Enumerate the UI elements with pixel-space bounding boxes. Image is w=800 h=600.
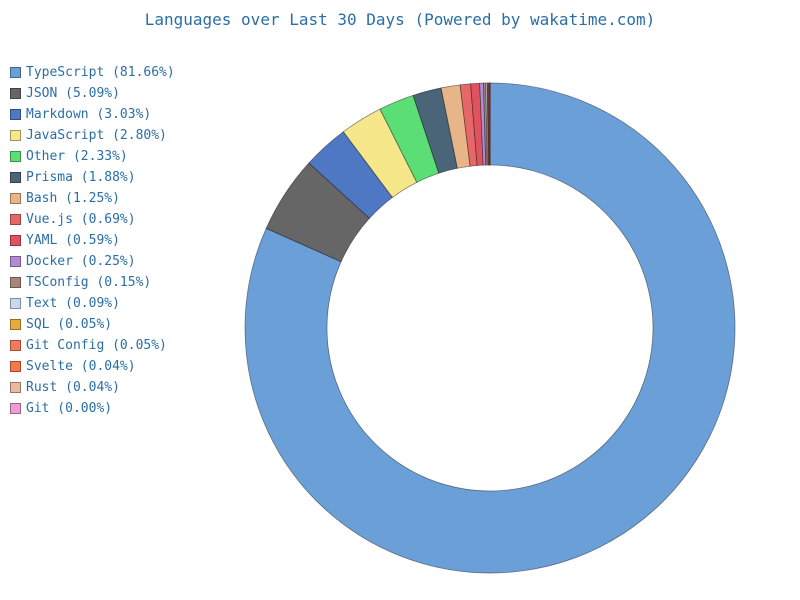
legend-label: Docker (0.25%)	[26, 254, 136, 269]
donut-slice	[485, 82, 489, 166]
legend-label: JavaScript (2.80%)	[26, 128, 167, 143]
legend-swatch	[10, 235, 21, 246]
legend-label: Other (2.33%)	[26, 149, 128, 164]
legend-item: TypeScript (81.66%)	[10, 62, 175, 83]
legend-label: SQL (0.05%)	[26, 317, 113, 332]
donut-slice	[479, 82, 487, 166]
donut-slice	[486, 82, 490, 166]
legend-label: Bash (1.25%)	[26, 191, 120, 206]
legend-item: Git (0.00%)	[10, 398, 175, 419]
donut-slice	[342, 108, 418, 198]
legend-swatch	[10, 256, 21, 267]
chart-title: Languages over Last 30 Days (Powered by …	[144, 10, 656, 29]
donut-slice	[459, 83, 478, 167]
legend-swatch	[10, 172, 21, 183]
legend-swatch	[10, 319, 21, 330]
donut-slice	[489, 82, 492, 166]
legend-item: Text (0.09%)	[10, 293, 175, 314]
legend-item: Svelte (0.04%)	[10, 356, 175, 377]
legend-swatch	[10, 88, 21, 99]
donut-slice	[412, 87, 458, 174]
legend-item: Prisma (1.88%)	[10, 167, 175, 188]
chart-legend: TypeScript (81.66%) JSON (5.09%) Markdown …	[10, 62, 175, 419]
legend-label: Rust (0.04%)	[26, 380, 120, 395]
legend-label: TSConfig (0.15%)	[26, 275, 152, 290]
legend-item: Markdown (3.03%)	[10, 104, 175, 125]
legend-swatch	[10, 214, 21, 225]
legend-item: JavaScript (2.80%)	[10, 125, 175, 146]
legend-swatch	[10, 361, 21, 372]
legend-item: Vue.js (0.69%)	[10, 209, 175, 230]
donut-slice	[470, 82, 484, 166]
legend-item: Docker (0.25%)	[10, 251, 175, 272]
legend-swatch	[10, 193, 21, 204]
legend-label: JSON (5.09%)	[26, 86, 120, 101]
legend-swatch	[10, 109, 21, 120]
legend-swatch	[10, 340, 21, 351]
legend-swatch	[10, 277, 21, 288]
legend-swatch	[10, 130, 21, 141]
legend-item: JSON (5.09%)	[10, 83, 175, 104]
legend-label: Text (0.09%)	[26, 296, 120, 311]
legend-label: TypeScript (81.66%)	[26, 65, 175, 80]
legend-swatch	[10, 403, 21, 414]
legend-swatch	[10, 382, 21, 393]
legend-label: Svelte (0.04%)	[26, 359, 136, 374]
legend-item: Bash (1.25%)	[10, 188, 175, 209]
legend-item: Git Config (0.05%)	[10, 335, 175, 356]
legend-label: Git (0.00%)	[26, 401, 113, 416]
legend-label: YAML (0.59%)	[26, 233, 120, 248]
legend-label: Prisma (1.88%)	[26, 170, 136, 185]
legend-label: Markdown (3.03%)	[26, 107, 152, 122]
legend-swatch	[10, 67, 21, 78]
legend-item: YAML (0.59%)	[10, 230, 175, 251]
legend-swatch	[10, 298, 21, 309]
legend-label: Vue.js (0.69%)	[26, 212, 136, 227]
donut-slice	[244, 82, 736, 574]
donut-slice	[379, 94, 440, 183]
legend-item: TSConfig (0.15%)	[10, 272, 175, 293]
donut-slice	[265, 162, 371, 263]
donut-slice	[488, 82, 490, 166]
legend-item: SQL (0.05%)	[10, 314, 175, 335]
legend-item: Rust (0.04%)	[10, 377, 175, 398]
legend-item: Other (2.33%)	[10, 146, 175, 167]
legend-swatch	[10, 151, 21, 162]
legend-label: Git Config (0.05%)	[26, 338, 167, 353]
